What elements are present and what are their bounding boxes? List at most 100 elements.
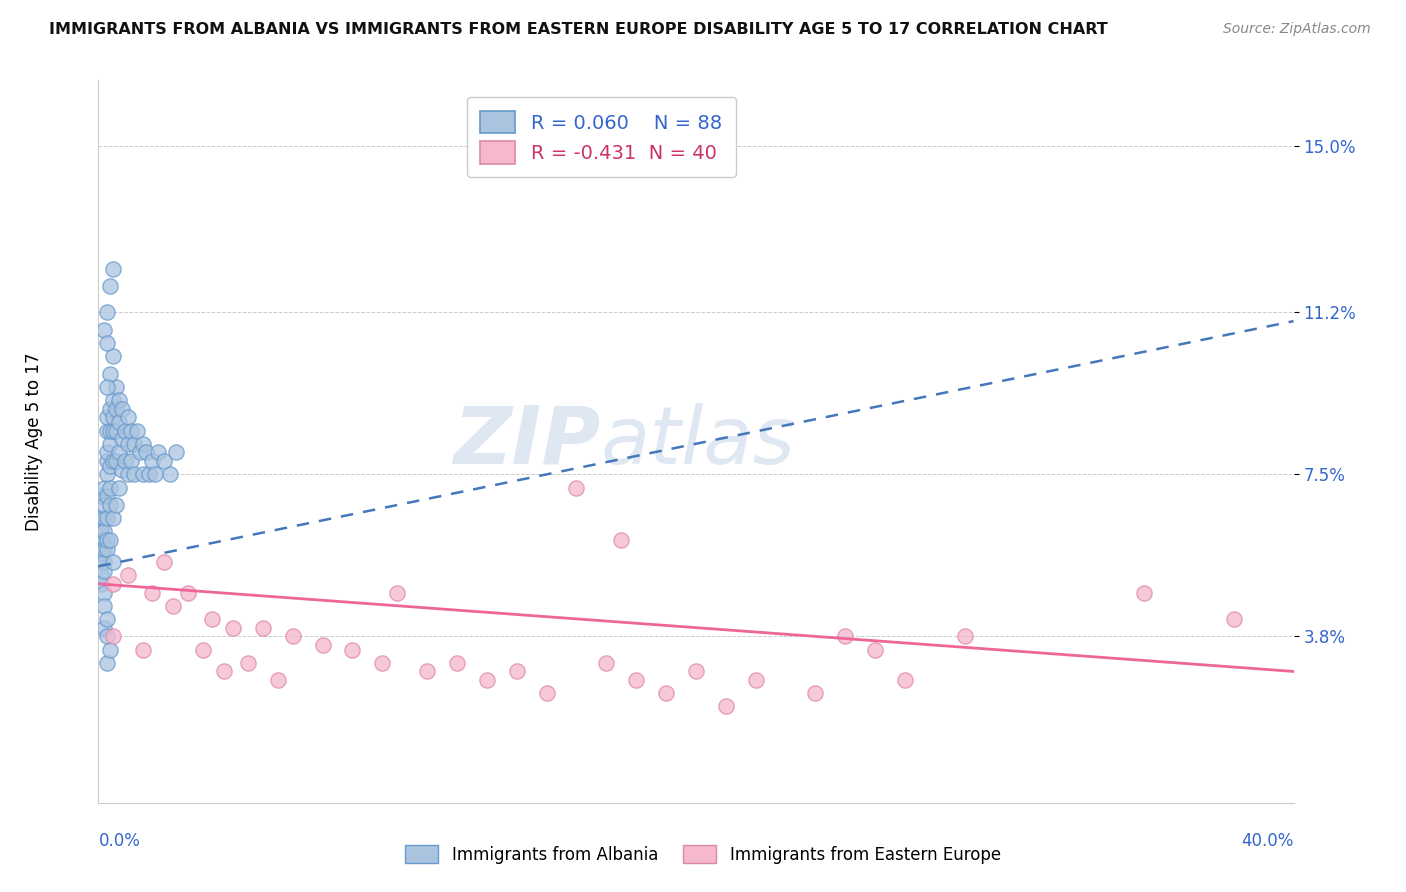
Point — [105, 401, 128, 416]
Point — [96, 380, 118, 394]
Point — [103, 555, 125, 569]
Point — [103, 349, 125, 363]
Point — [685, 665, 707, 679]
Point — [141, 454, 163, 468]
Point — [96, 454, 118, 468]
Point — [565, 481, 588, 495]
Point — [117, 436, 139, 450]
Point — [98, 279, 122, 293]
Point — [153, 454, 176, 468]
Point — [252, 621, 274, 635]
Point — [103, 511, 125, 525]
Point — [138, 467, 160, 482]
Text: 0.0%: 0.0% — [98, 831, 141, 850]
Point — [281, 629, 304, 643]
Point — [311, 638, 333, 652]
Point — [117, 410, 139, 425]
Point — [96, 656, 118, 670]
Legend: Immigrants from Albania, Immigrants from Eastern Europe: Immigrants from Albania, Immigrants from… — [398, 838, 1008, 871]
Point — [96, 541, 118, 556]
Point — [191, 642, 214, 657]
Point — [114, 424, 136, 438]
Point — [1133, 585, 1156, 599]
Point — [96, 533, 118, 547]
Point — [595, 656, 617, 670]
Point — [93, 555, 115, 569]
Point — [90, 541, 112, 556]
Point — [96, 612, 118, 626]
Point — [90, 511, 112, 525]
Point — [90, 555, 112, 569]
Point — [610, 533, 633, 547]
Point — [96, 336, 118, 351]
Point — [96, 445, 118, 459]
Point — [90, 520, 112, 534]
Point — [90, 546, 112, 560]
Point — [201, 612, 224, 626]
Point — [103, 261, 125, 276]
Point — [177, 585, 200, 599]
Point — [96, 489, 118, 503]
Point — [626, 673, 648, 688]
Point — [536, 686, 558, 700]
Point — [98, 481, 122, 495]
Point — [90, 489, 112, 503]
Point — [93, 498, 115, 512]
Y-axis label: Disability Age 5 to 17: Disability Age 5 to 17 — [25, 352, 42, 531]
Point — [98, 367, 122, 381]
Point — [127, 424, 149, 438]
Point — [120, 454, 142, 468]
Point — [93, 621, 115, 635]
Point — [105, 498, 128, 512]
Point — [865, 642, 887, 657]
Point — [153, 555, 176, 569]
Point — [117, 568, 139, 582]
Point — [267, 673, 290, 688]
Point — [416, 665, 439, 679]
Point — [475, 673, 498, 688]
Point — [103, 629, 125, 643]
Point — [98, 498, 122, 512]
Text: 40.0%: 40.0% — [1241, 831, 1294, 850]
Point — [745, 673, 768, 688]
Point — [96, 511, 118, 525]
Point — [371, 656, 394, 670]
Point — [148, 445, 170, 459]
Legend: R = 0.060    N = 88, R = -0.431  N = 40: R = 0.060 N = 88, R = -0.431 N = 40 — [467, 97, 735, 178]
Point — [96, 410, 118, 425]
Point — [98, 458, 122, 473]
Text: ZIP: ZIP — [453, 402, 600, 481]
Point — [96, 629, 118, 643]
Point — [105, 424, 128, 438]
Point — [804, 686, 827, 700]
Point — [159, 467, 181, 482]
Point — [135, 445, 157, 459]
Point — [90, 577, 112, 591]
Point — [953, 629, 976, 643]
Point — [162, 599, 184, 613]
Point — [93, 323, 115, 337]
Point — [124, 467, 146, 482]
Point — [894, 673, 917, 688]
Point — [90, 568, 112, 582]
Point — [93, 524, 115, 539]
Point — [105, 454, 128, 468]
Point — [111, 401, 134, 416]
Point — [98, 642, 122, 657]
Point — [132, 436, 155, 450]
Point — [93, 585, 115, 599]
Point — [96, 467, 118, 482]
Point — [120, 424, 142, 438]
Point — [124, 436, 146, 450]
Point — [103, 410, 125, 425]
Point — [93, 599, 115, 613]
Point — [222, 621, 245, 635]
Point — [93, 481, 115, 495]
Point — [132, 467, 155, 482]
Point — [141, 585, 163, 599]
Point — [98, 436, 122, 450]
Point — [236, 656, 259, 670]
Point — [117, 467, 139, 482]
Point — [385, 585, 409, 599]
Point — [506, 665, 529, 679]
